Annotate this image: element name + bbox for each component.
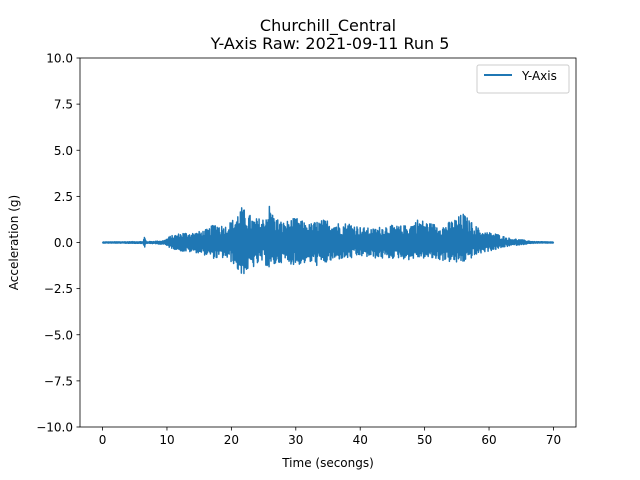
- y-tick-label: 5.0: [54, 144, 73, 158]
- y-axis-label: Acceleration (g): [7, 195, 21, 290]
- y-tick-label: −2.5: [44, 282, 73, 296]
- y-tick-label: 7.5: [54, 98, 73, 112]
- chart-title-line-2: Y-Axis Raw: 2021-09-11 Run 5: [210, 34, 450, 53]
- series-layer: [101, 205, 555, 275]
- chart-title-line-1: Churchill_Central: [260, 16, 396, 36]
- y-tick-label: 0.0: [54, 236, 73, 250]
- x-axis-ticks: 0 10 20 30 40 50 60 70: [99, 427, 561, 447]
- x-tick-label: 30: [288, 433, 303, 447]
- y-tick-label: −7.5: [44, 374, 73, 388]
- y-tick-label: 10.0: [46, 52, 73, 66]
- x-tick-label: 50: [417, 433, 432, 447]
- x-tick-label: 40: [353, 433, 368, 447]
- plot-frame: [79, 57, 577, 428]
- legend: Y-Axis: [476, 64, 570, 94]
- y-tick-label: 2.5: [54, 190, 73, 204]
- y-tick-label: −5.0: [44, 328, 73, 342]
- series-line-y-axis: [101, 205, 555, 275]
- y-axis-ticks: 10.0 7.5 5.0 2.5 0.0 −2.5 −5.0 −7.5 −10.0: [36, 52, 80, 435]
- legend-box: [476, 64, 570, 94]
- x-tick-label: 60: [481, 433, 496, 447]
- x-tick-label: 70: [546, 433, 561, 447]
- x-tick-label: 10: [159, 433, 174, 447]
- x-tick-label: 0: [99, 433, 107, 447]
- legend-label: Y-Axis: [521, 69, 557, 83]
- x-axis-label: Time (secongs): [281, 456, 374, 470]
- y-tick-label: −10.0: [36, 421, 73, 435]
- x-tick-label: 20: [224, 433, 239, 447]
